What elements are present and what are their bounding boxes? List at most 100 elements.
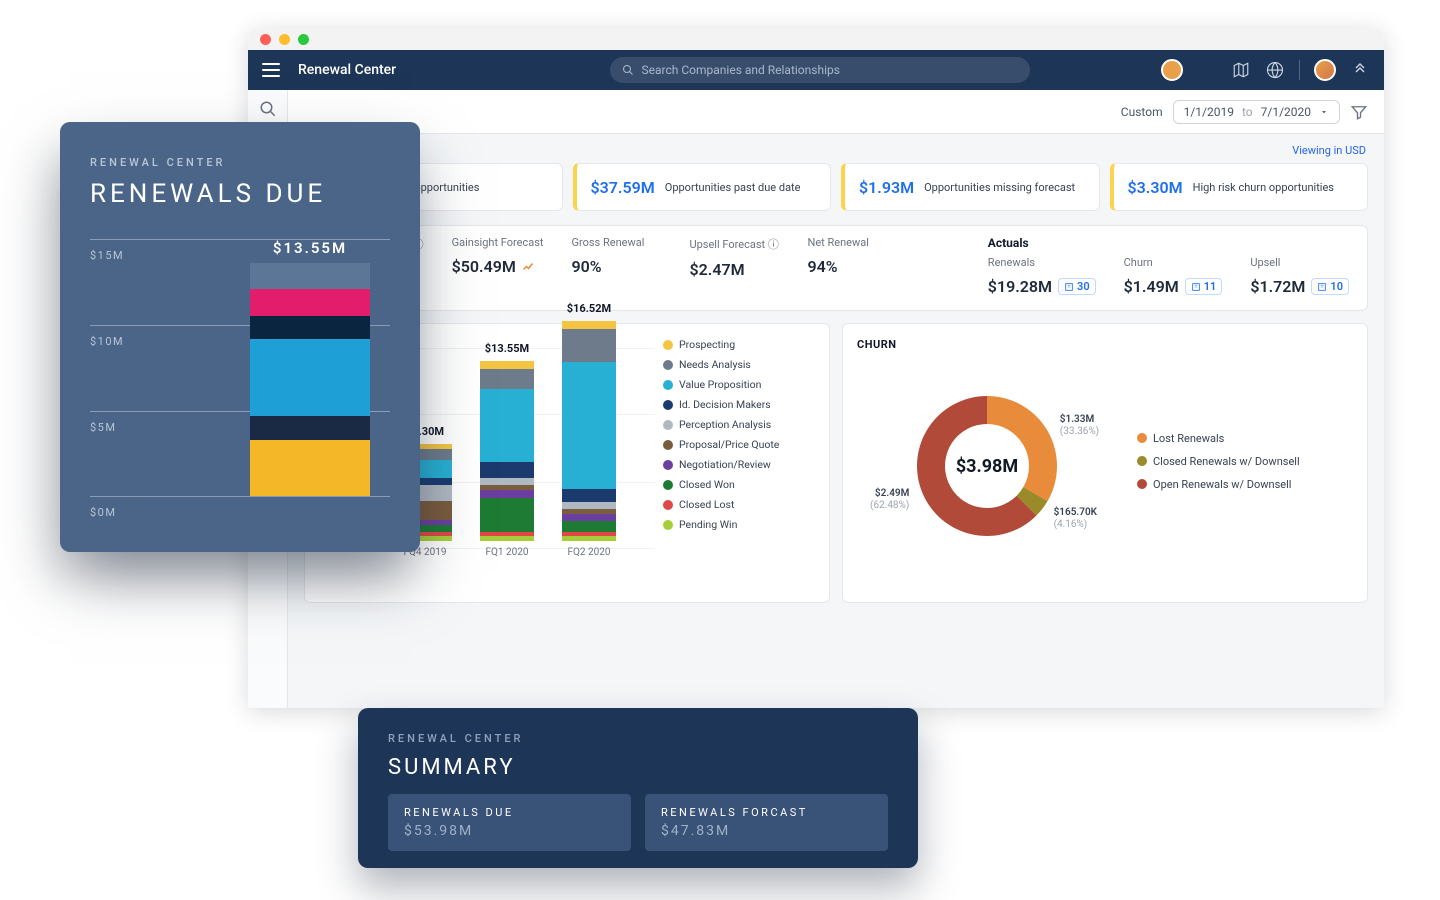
legend-label: Needs Analysis (679, 358, 751, 371)
search-placeholder: Search Companies and Relationships (642, 63, 840, 77)
actual-metric: Churn$1.49M 11 (1124, 256, 1223, 296)
legend-label: Id. Decision Makers (679, 398, 771, 411)
close-window-icon[interactable] (260, 34, 271, 45)
bar-segment (480, 369, 534, 389)
kpi-label: Opportunities past due date (665, 181, 801, 194)
legend-item: Closed Renewals w/ Downsell (1137, 455, 1300, 468)
legend-swatch (663, 520, 673, 530)
building-icon (1317, 282, 1327, 292)
date-to-word: to (1242, 105, 1253, 119)
metric-value: 90% (571, 257, 661, 276)
minimize-window-icon[interactable] (279, 34, 290, 45)
metric-value: $50.49M (452, 257, 544, 276)
overlay-sum-title: SUMMARY (388, 755, 888, 780)
legend-label: Value Proposition (679, 378, 761, 391)
maximize-window-icon[interactable] (298, 34, 309, 45)
bar-stack (480, 361, 534, 541)
menu-icon[interactable] (262, 63, 280, 77)
legend-label: Prospecting (679, 338, 735, 351)
kpi-row: missing renewal opportunities$37.59MOppo… (288, 157, 1384, 211)
overlay-bar-segment (250, 289, 370, 316)
legend-swatch (663, 360, 673, 370)
legend-swatch (663, 340, 673, 350)
legend-item: Prospecting (663, 338, 815, 351)
legend-label: Lost Renewals (1153, 432, 1224, 445)
overlay-y-label: $5M (90, 421, 116, 434)
legend-item: Proposal/Price Quote (663, 438, 815, 451)
map-icon[interactable] (1231, 60, 1251, 80)
filter-icon[interactable] (1350, 103, 1368, 121)
context-avatar[interactable] (1161, 59, 1183, 81)
legend-label: Closed Won (679, 478, 735, 491)
overlay-bar-value: $13.55M (273, 239, 347, 257)
bar-segment (562, 521, 616, 532)
overlay-y-label: $10M (90, 335, 124, 348)
metrics-row: Renewal Forecast ⓘ52.46MGainsight Foreca… (304, 225, 1368, 311)
bar-segment (562, 329, 616, 362)
legend-label: Open Renewals w/ Downsell (1153, 478, 1291, 491)
churn-chart: CHURN $3.98M $1.33M(33.36%)$165.70K(4.16… (842, 323, 1368, 603)
kpi-label: Opportunities missing forecast (924, 181, 1075, 194)
user-avatar[interactable] (1314, 59, 1336, 81)
metric-head: Net Renewal (807, 236, 897, 249)
overlay-bar-segment (250, 339, 370, 416)
kpi-card[interactable]: $37.59MOpportunities past due date (573, 163, 832, 211)
metric-value: $1.49M 11 (1124, 277, 1223, 296)
overlay-gridline (90, 496, 390, 497)
metric-head: Gainsight Forecast (452, 236, 544, 249)
overlay-bar-segment (250, 416, 370, 440)
overlay-y-label: $0M (90, 506, 116, 519)
summary-tile[interactable]: RENEWALS FORCAST$47.83M (645, 794, 888, 851)
metric-head: Upsell Forecast ⓘ (689, 236, 779, 252)
bar-stack (562, 321, 616, 541)
overlay-bar-segment (250, 263, 370, 289)
metric-value: $19.28M 30 (988, 277, 1096, 296)
metric: Gross Renewal90% (571, 236, 661, 279)
summary-tile-head: RENEWALS DUE (404, 806, 615, 819)
legend-item: Negotiation/Review (663, 458, 815, 471)
metric-head: Upsell (1250, 256, 1349, 269)
metric: Net Renewal94% (807, 236, 897, 279)
metric-head: Renewals (988, 256, 1096, 269)
bar-segment (480, 536, 534, 541)
date-range-picker[interactable]: 1/1/2019 to 7/1/2020 (1173, 100, 1340, 124)
overlay-bar-segment (250, 440, 370, 497)
overlay-bar-stack (250, 263, 370, 496)
count-pill[interactable]: 30 (1058, 278, 1096, 295)
spark-icon (522, 261, 534, 273)
chevron-up-icon[interactable] (1350, 60, 1370, 80)
legend-item: Closed Won (663, 478, 815, 491)
metric: Gainsight Forecast $50.49M (452, 236, 544, 279)
bar-segment (480, 478, 534, 485)
donut-slice (987, 396, 1057, 501)
legend-swatch (663, 400, 673, 410)
legend-label: Negotiation/Review (679, 458, 771, 471)
bar-segment (562, 489, 616, 502)
legend-swatch (663, 420, 673, 430)
help-icon[interactable] (1265, 60, 1285, 80)
bar-segment (562, 536, 616, 541)
bar-segment (562, 321, 616, 329)
legend-item: Value Proposition (663, 378, 815, 391)
count-pill[interactable]: 11 (1185, 278, 1223, 295)
divider (1299, 60, 1300, 80)
date-from: 1/1/2019 (1184, 105, 1234, 119)
search-rail-icon[interactable] (259, 100, 277, 118)
legend-swatch (663, 440, 673, 450)
bar-column: $16.52MFQ2 2020 (562, 302, 616, 558)
chevron-down-icon (1319, 107, 1329, 117)
search-input[interactable]: Search Companies and Relationships (610, 57, 1030, 83)
kpi-value: $3.30M (1128, 178, 1183, 197)
legend-item: Id. Decision Makers (663, 398, 815, 411)
metric-value: $1.72M 10 (1250, 277, 1349, 296)
kpi-card[interactable]: $3.30M High risk churn opportunities (1110, 163, 1369, 211)
actuals-header: Actuals (988, 236, 1349, 250)
kpi-card[interactable]: $1.93MOpportunities missing forecast (841, 163, 1100, 211)
overlay-bar: $13.55M (250, 239, 370, 496)
filter-bar: Custom 1/1/2019 to 7/1/2020 (288, 90, 1384, 134)
summary-tile[interactable]: RENEWALS DUE$53.98M (388, 794, 631, 851)
building-icon (1191, 282, 1201, 292)
kpi-label: High risk churn opportunities (1193, 181, 1334, 194)
overlay-renewals-due: RENEWAL CENTER RENEWALS DUE $15M$10M$5M$… (60, 122, 420, 552)
count-pill[interactable]: 10 (1311, 278, 1349, 295)
